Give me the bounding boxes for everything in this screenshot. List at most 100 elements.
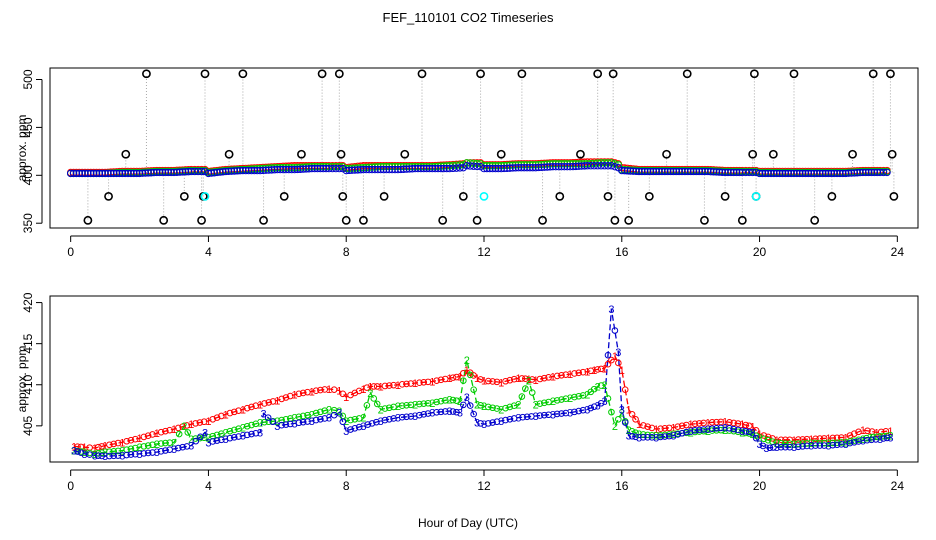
top-series-3-point [445, 164, 454, 173]
bottom-series-3-point [742, 428, 750, 435]
top-series-3-point [755, 169, 764, 178]
top-panel: approx. ppm 0 4 8 12 16 20 24 350 400 450 500 [15, 67, 919, 259]
top-series-3-point [652, 167, 660, 176]
bottom-series-2-point [449, 396, 457, 404]
bottom-series-1-label: 1 [887, 426, 893, 438]
bottom-series-3-point [385, 415, 393, 423]
bottom-series-1-label: 1 [756, 429, 762, 441]
bottom-series-2-label: 2 [595, 381, 601, 393]
bottom-series-2-label: 2 [756, 432, 762, 444]
bottom-series-3-point [590, 403, 598, 410]
bottom-series-2-point [218, 430, 225, 437]
bottom-series-3-label: 3 [550, 409, 556, 421]
top-series-3-point [408, 165, 416, 173]
bottom-series-3-label: 3 [309, 416, 315, 428]
bottom-marks: 1 1 1 1 1 1 1 1 1 11 1 1 1 1 1 1 111 1 1 1 1 1 1 111 1 1 1 1 1 1 1 1 1 11… [71, 304, 893, 463]
bottom-series-3-point [846, 439, 854, 447]
bottom-series-2-label: 2 [336, 406, 342, 418]
top-series-3-point [417, 164, 425, 173]
bottom-series-3-point [558, 410, 565, 417]
outlier-point [417, 69, 427, 79]
bottom-series-3-point [364, 421, 372, 428]
top-series-3-point [299, 165, 307, 173]
outlier-point [720, 191, 730, 201]
bottom-series-3-label: 3 [205, 437, 211, 449]
top-series-3-point [526, 163, 534, 172]
bottom-series-1-point [850, 430, 858, 437]
bottom-series-3-point [441, 408, 449, 415]
bottom-series-2-point [433, 398, 440, 406]
bottom-series-3-point [700, 426, 707, 433]
top-series-3-point [686, 167, 695, 176]
bottom-series-1-point [604, 360, 612, 368]
top-series-3-point [701, 167, 709, 176]
bottom-series-2-label: 2 [343, 416, 349, 428]
bottom-series-3-point [106, 452, 113, 460]
bottom-series-1-label: 1 [722, 417, 728, 429]
top-series-3-point [767, 169, 775, 178]
chart-title: FEF_110101 CO2 Timeseries [383, 10, 554, 25]
bottom-series-3-label: 3 [670, 431, 676, 443]
top-series-3-point [718, 168, 726, 176]
bottom-series-1-label: 1 [825, 433, 831, 445]
bottom-series-3-point [752, 434, 760, 442]
top-series-3-point [282, 165, 290, 174]
outlier-point [259, 215, 268, 225]
bottom-series-2-point [398, 402, 406, 410]
top-plot-frame [49, 67, 919, 229]
bottom-series-2-point [829, 439, 837, 447]
bottom-series-2-label: 2 [71, 445, 77, 457]
bottom-series-3-label: 3 [71, 445, 77, 457]
bottom-series-3-point [850, 438, 858, 446]
top-series-3-point [449, 164, 457, 173]
bottom-series-3-label: 3 [843, 439, 849, 451]
bottom-series-3-label: 3 [877, 434, 883, 446]
bottom-series-3-point [437, 408, 445, 416]
bottom-series-3-point [140, 450, 148, 457]
top-series-3-point [557, 162, 566, 171]
top-series-3-point [824, 169, 833, 178]
top-series-3-point [84, 169, 92, 178]
bottom-series-2-point [506, 403, 514, 411]
top-series-3-point [296, 165, 304, 173]
bottom-series-1-point [166, 426, 173, 434]
top-series-3-point [242, 166, 250, 175]
bottom-series-1-point [192, 420, 199, 427]
bottom-series-1-point [403, 380, 410, 388]
bottom-series-3-point [519, 413, 527, 421]
top-series-3-point [107, 169, 115, 178]
top-series-3-point [707, 167, 715, 176]
top-series-3-point [313, 164, 322, 173]
top-series-3-point [511, 164, 520, 172]
outlier-point [359, 215, 368, 225]
top-series-3-point [78, 169, 86, 178]
bottom-series-1-point [453, 373, 460, 381]
bottom-series-1-point [510, 375, 518, 383]
bottom-series-2-point [140, 443, 148, 450]
x-axis-label: Hour of Day (UTC) [418, 516, 518, 530]
bottom-series-1-label: 1 [360, 384, 366, 396]
bottom-series-3-point [213, 437, 221, 444]
bottom-series-2-point [782, 440, 789, 447]
top-series-3-point [411, 164, 419, 173]
top-series-3-point [494, 164, 503, 173]
bottom-series-2-point [407, 401, 415, 409]
bottom-series-3-point [621, 419, 629, 426]
top-series-3-point [669, 167, 678, 176]
bottom-series-1-label: 1 [626, 404, 632, 416]
bottom-series-3-point [243, 431, 251, 439]
bottom-series-1-label: 1 [843, 432, 849, 444]
bottom-series-3-point [855, 438, 862, 445]
bottom-series-1-label: 1 [81, 442, 87, 454]
outlier-point [868, 69, 878, 79]
top-series-3-point [285, 165, 293, 174]
top-series-3-point [509, 164, 517, 172]
top-series-3-point [265, 166, 273, 174]
bottom-series-3-point [717, 424, 725, 432]
top-series-3-point [374, 165, 382, 174]
bottom-series-2-label: 2 [515, 399, 521, 411]
bottom-series-3-label: 3 [360, 421, 366, 433]
top-marks [66, 69, 899, 225]
bottom-series-1-point [123, 437, 130, 445]
bottom-series-3-point [381, 416, 389, 424]
